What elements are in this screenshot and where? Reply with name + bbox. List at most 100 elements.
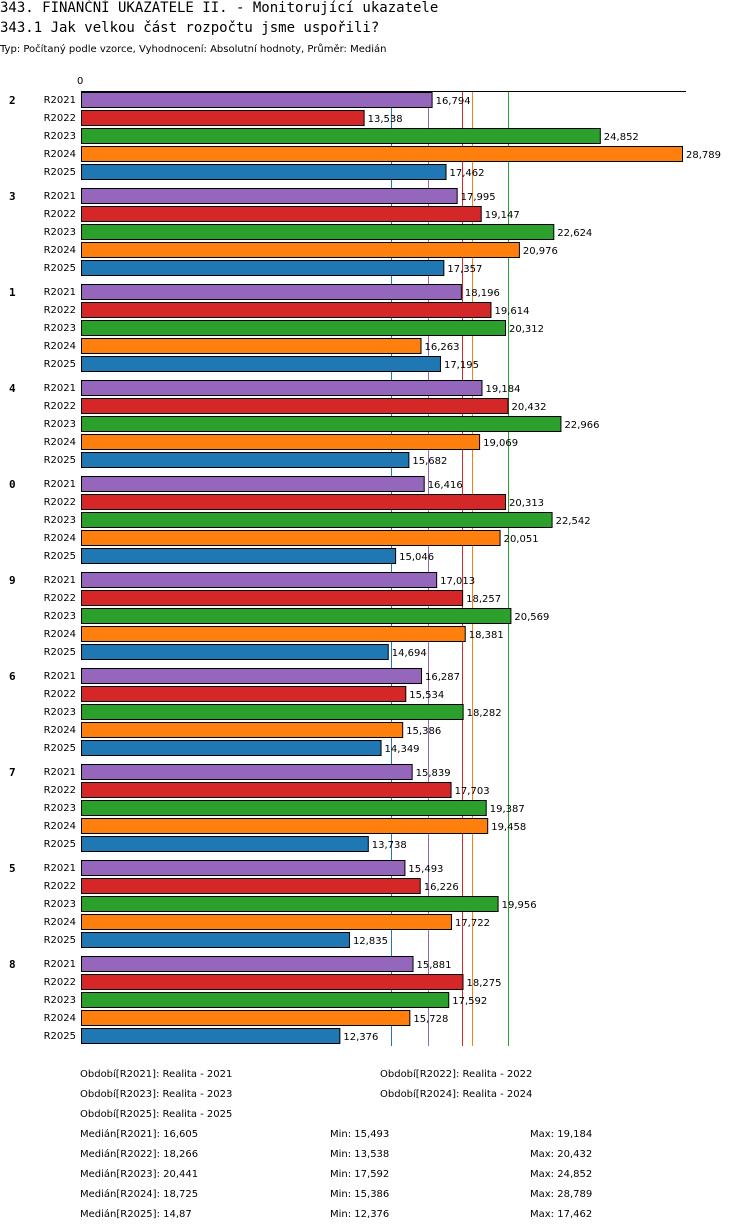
stat-max: Max: 28,789	[530, 1189, 593, 1200]
bar-r2023	[81, 224, 555, 240]
bar-r2022	[81, 302, 492, 318]
bar-value-label: 28,789	[686, 150, 721, 161]
bar-value-label: 13,538	[368, 114, 403, 125]
bar-value-label: 16,226	[424, 882, 459, 893]
bar-value-label: 22,542	[556, 516, 591, 527]
group-label: 6	[9, 670, 16, 683]
bar-r2021	[81, 92, 433, 108]
bar-r2023	[81, 320, 507, 336]
bar-r2023	[81, 704, 464, 720]
bar-r2025	[81, 644, 389, 660]
bar-r2024	[81, 626, 466, 642]
bar-r2023	[81, 608, 512, 624]
bar-value-label: 13,738	[372, 840, 407, 851]
bar-value-label: 12,835	[353, 936, 388, 947]
series-label: R2025	[44, 1031, 76, 1042]
stat-min: Min: 13,538	[330, 1149, 390, 1160]
series-label: R2024	[44, 725, 76, 736]
bar-value-label: 17,013	[440, 576, 475, 587]
bar-r2023	[81, 992, 450, 1008]
stat-min: Min: 15,386	[330, 1189, 390, 1200]
bar-r2021	[81, 188, 458, 204]
stat-min: Min: 15,493	[330, 1129, 390, 1140]
series-label: R2021	[44, 671, 76, 682]
bar-value-label: 19,458	[491, 822, 526, 833]
bar-r2025	[81, 260, 445, 276]
bar-chart: 0 2 R2021 16,794 R2022 13,538 R2023 24,852 R2024…	[9, 76, 721, 1046]
bar-r2021	[81, 764, 413, 780]
bar-value-label: 14,694	[392, 648, 427, 659]
group-label: 5	[9, 862, 16, 875]
bar-value-label: 22,966	[564, 420, 599, 431]
series-label: R2021	[44, 959, 76, 970]
bar-r2024	[81, 434, 481, 450]
bar-value-label: 16,287	[425, 672, 460, 683]
group-label: 7	[9, 766, 16, 779]
bar-value-label: 20,312	[509, 324, 544, 335]
bar-value-label: 18,282	[467, 708, 502, 719]
bar-r2024	[81, 1010, 411, 1026]
series-label: R2025	[44, 167, 76, 178]
bar-r2024	[81, 914, 452, 930]
bar-value-label: 15,728	[413, 1014, 448, 1025]
footer-stat-row: Medián[R2022]: 18,266 Min: 13,538 Max: 2…	[80, 1145, 740, 1165]
bar-value-label: 15,046	[399, 552, 434, 563]
bar-r2025	[81, 452, 410, 468]
series-label: R2022	[44, 113, 76, 124]
bar-value-label: 15,534	[409, 690, 444, 701]
bar-r2022	[81, 974, 464, 990]
bar-value-label: 24,852	[604, 132, 639, 143]
bar-value-label: 18,196	[465, 288, 500, 299]
bar-value-label: 15,881	[417, 960, 452, 971]
series-label: R2025	[44, 935, 76, 946]
bar-r2025	[81, 932, 350, 948]
bar-r2021	[81, 860, 406, 876]
footer-period-row: Období[R2025]: Realita - 2025	[80, 1105, 740, 1125]
series-label: R2025	[44, 359, 76, 370]
bar-r2024	[81, 530, 501, 546]
series-label: R2025	[44, 551, 76, 562]
series-label: R2024	[44, 341, 76, 352]
bar-value-label: 19,956	[502, 900, 537, 911]
page-subtitle: 343.1 Jak velkou část rozpočtu jsme uspo…	[0, 20, 380, 36]
bar-value-label: 16,794	[436, 96, 471, 107]
bar-r2023	[81, 896, 499, 912]
stat-min: Min: 12,376	[330, 1209, 390, 1220]
stat-median: Medián[R2024]: 18,725	[80, 1189, 199, 1200]
bar-value-label: 14,349	[385, 744, 420, 755]
bar-value-label: 17,703	[455, 786, 490, 797]
bar-r2023	[81, 128, 601, 144]
bar-r2025	[81, 740, 382, 756]
series-label: R2021	[44, 95, 76, 106]
stat-min: Min: 17,592	[330, 1169, 390, 1180]
bar-r2022	[81, 686, 407, 702]
bar-value-label: 15,386	[406, 726, 441, 737]
bar-r2025	[81, 164, 447, 180]
series-label: R2023	[44, 419, 76, 430]
bar-value-label: 16,416	[428, 480, 463, 491]
bar-value-label: 19,614	[494, 306, 529, 317]
bar-value-label: 15,682	[412, 456, 447, 467]
series-label: R2024	[44, 245, 76, 256]
bar-value-label: 17,462	[450, 168, 485, 179]
series-label: R2025	[44, 839, 76, 850]
bar-r2022	[81, 590, 464, 606]
bar-r2022	[81, 110, 365, 126]
series-label: R2021	[44, 383, 76, 394]
series-label: R2024	[44, 917, 76, 928]
bar-r2024	[81, 722, 404, 738]
stat-max: Max: 24,852	[530, 1169, 593, 1180]
period-label: Období[R2022]: Realita - 2022	[380, 1069, 533, 1080]
bar-value-label: 20,569	[514, 612, 549, 623]
bar-value-label: 19,387	[490, 804, 525, 815]
stat-max: Max: 20,432	[530, 1149, 593, 1160]
footer-stat-row: Medián[R2024]: 18,725 Min: 15,386 Max: 2…	[80, 1185, 740, 1205]
series-label: R2023	[44, 707, 76, 718]
group-label: 1	[9, 286, 16, 299]
series-label: R2022	[44, 305, 76, 316]
bar-r2024	[81, 338, 422, 354]
footer-stat-row: Medián[R2023]: 20,441 Min: 17,592 Max: 2…	[80, 1165, 740, 1185]
series-label: R2023	[44, 323, 76, 334]
series-label: R2024	[44, 437, 76, 448]
bar-r2021	[81, 284, 462, 300]
